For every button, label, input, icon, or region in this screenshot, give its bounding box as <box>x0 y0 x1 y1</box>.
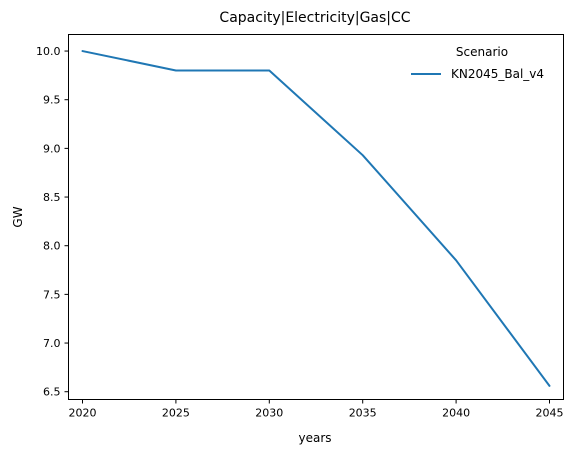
series-layer <box>81 50 551 387</box>
chart-title: Capacity|Electricity|Gas|CC <box>219 10 410 26</box>
x-tick-label-2040: 2040 <box>442 407 470 420</box>
x-tick-label-2030: 2030 <box>255 407 283 420</box>
x-tick-label-2020: 2020 <box>69 407 97 420</box>
y-axis-label: GW <box>11 206 25 227</box>
plot-area <box>68 34 564 400</box>
legend-label-kn2045-bal-v4: KN2045_Bal_v4 <box>451 67 544 81</box>
y-tick-label-8.0: 8.0 <box>43 240 61 253</box>
y-tick-label-8.5: 8.5 <box>43 191 61 204</box>
legend-title: Scenario <box>456 45 508 59</box>
y-tick-label-6.5: 6.5 <box>43 386 61 399</box>
y-tick-label-7.0: 7.0 <box>43 337 61 350</box>
legend: Scenario KN2045_Bal_v4 <box>411 45 544 81</box>
x-tick-label-2025: 2025 <box>162 407 190 420</box>
y-tick-label-9.0: 9.0 <box>43 142 61 155</box>
series-line-kn2045-bal-v4 <box>81 50 551 387</box>
x-axis: 2020 2025 2030 2035 2040 2045 <box>69 399 563 420</box>
y-axis: 6.5 7.0 7.5 8.0 8.5 9.0 9.5 10.0 <box>36 45 69 399</box>
x-axis-label: years <box>298 431 331 445</box>
x-tick-label-2035: 2035 <box>349 407 377 420</box>
x-tick-label-2045: 2045 <box>535 407 563 420</box>
y-tick-label-9.5: 9.5 <box>43 94 61 107</box>
y-tick-label-7.5: 7.5 <box>43 288 61 301</box>
y-tick-label-10.0: 10.0 <box>36 45 61 58</box>
